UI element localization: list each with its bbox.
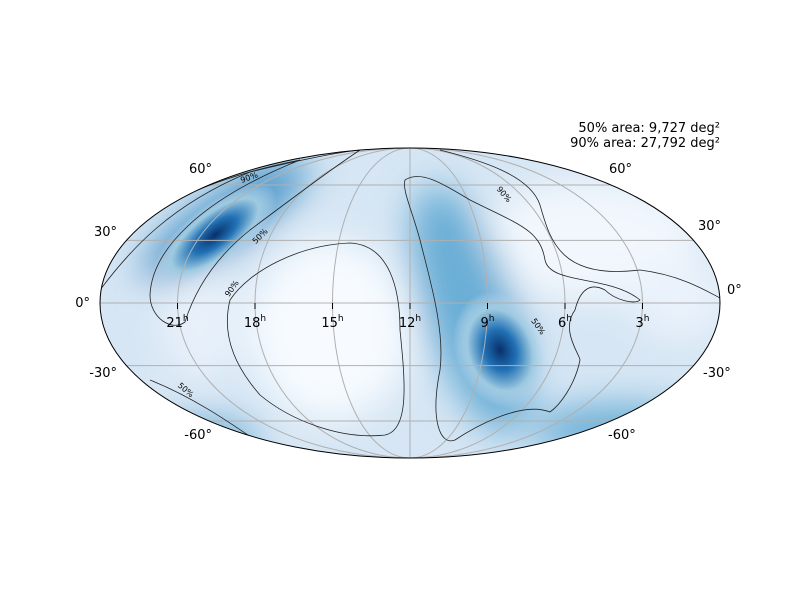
ra-label: 21h	[166, 314, 188, 331]
dec-label: -30°	[703, 366, 731, 381]
dec-labels-left: 60° 30° 0° -30° -60°	[75, 162, 212, 443]
ra-tick-marks	[177, 303, 643, 309]
ra-label: 6h	[558, 314, 572, 331]
dec-label: 0°	[75, 296, 90, 311]
dec-label: 30°	[94, 225, 117, 240]
dec-label: -60°	[608, 428, 636, 443]
dec-labels-right: 60° 30° 0° -30° -60°	[608, 162, 742, 443]
map-frame	[99, 147, 721, 459]
ra-label: 18h	[244, 314, 266, 331]
ra-label: 3h	[636, 314, 650, 331]
dec-label: -30°	[89, 366, 117, 381]
dec-label: -60°	[184, 428, 212, 443]
dec-label: 30°	[698, 219, 721, 234]
ra-label: 15h	[321, 314, 343, 331]
area-annotation: 90% area: 27,792 deg²	[570, 136, 720, 151]
dec-label: 60°	[189, 162, 212, 177]
area-annotation: 50% area: 9,727 deg²	[578, 121, 720, 136]
ra-label: 12h	[399, 314, 421, 331]
ra-label: 9h	[481, 314, 495, 331]
ra-tick-labels: 21h 18h 15h 12h 9h 6h 3h	[166, 314, 649, 331]
dec-label: 60°	[609, 162, 632, 177]
dec-label: 0°	[727, 283, 742, 298]
